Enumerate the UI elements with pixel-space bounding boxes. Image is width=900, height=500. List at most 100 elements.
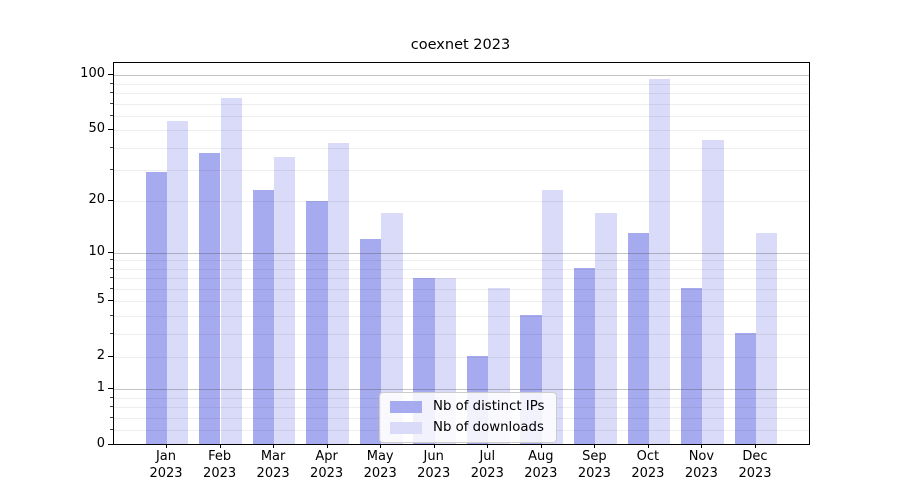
x-tick-label-year: 2023 [738,465,772,481]
plot-area [113,62,810,445]
chart-title: coexnet 2023 [410,37,511,53]
gridline-minor [114,130,809,132]
x-tick-label: Mar 2023 [241,449,305,482]
x-tick-label-year: 2023 [631,465,665,481]
y-minor-tick [110,287,113,289]
x-tick [380,444,382,448]
bar-distinct-ips [681,288,703,444]
x-tick-label-year: 2023 [310,465,344,481]
x-tick-label-year: 2023 [203,465,237,481]
x-tick-label-month: Dec [742,449,768,464]
legend-label-downloads: Nb of downloads [433,420,544,435]
x-tick-label-year: 2023 [363,465,397,481]
x-tick-label: Apr 2023 [295,449,359,482]
x-tick-label-year: 2023 [470,465,504,481]
x-tick-label-month: Nov [688,449,715,464]
bar-downloads [756,233,778,444]
y-minor-tick [110,259,113,261]
x-tick [219,444,221,448]
y-tick [108,251,113,253]
y-tick-label: 2 [96,347,105,363]
x-tick [594,444,596,448]
legend-swatch-distinct-ips [390,400,422,413]
bar-distinct-ips [199,153,221,444]
x-tick-label-year: 2023 [149,465,183,481]
x-tick [701,444,703,448]
y-tick-label: 20 [88,192,105,207]
x-tick [647,444,649,448]
y-minor-tick [110,396,113,398]
x-tick-label-month: Sep [582,449,607,464]
bar-distinct-ips [627,233,649,444]
x-tick [166,444,167,448]
bar-downloads [702,139,724,444]
x-tick-label-month: Aug [528,449,554,464]
legend-label-distinct-ips: Nb of distinct IPs [433,399,545,414]
legend-swatch-downloads [390,421,422,434]
x-tick-label-month: May [366,449,394,464]
x-tick-label-month: Oct [636,449,660,464]
x-tick-label: Jul 2023 [455,449,519,482]
y-minor-tick [110,416,113,418]
x-tick-label-month: Apr [315,449,338,464]
x-tick-label-year: 2023 [684,465,718,481]
bar-downloads [381,212,403,444]
y-tick-label: 100 [80,66,105,82]
x-tick [540,444,542,448]
x-tick-label-month: Jun [423,449,444,464]
y-tick [108,74,113,76]
y-tick-label: 5 [96,292,105,308]
y-minor-tick [110,314,113,316]
x-tick-label-year: 2023 [417,465,451,481]
x-tick-label-year: 2023 [256,465,290,481]
y-tick [108,300,113,302]
y-minor-tick [110,146,113,148]
x-tick [487,444,489,448]
x-tick-label-month: Jul [479,449,496,464]
bar-distinct-ips [252,189,275,444]
x-tick [755,444,756,448]
legend: Nb of distinct IPs Nb of downloads [379,392,558,443]
bar-downloads [648,79,671,444]
x-tick-label: Jan 2023 [134,449,198,482]
x-tick-label: Dec 2023 [723,449,787,482]
bar-downloads [274,157,296,444]
y-minor-tick [110,114,113,116]
x-tick-label-year: 2023 [577,465,611,481]
y-tick-label: 1 [96,380,105,396]
x-tick [273,444,275,448]
bar-distinct-ips [573,268,596,444]
y-minor-tick [110,267,113,269]
x-tick-label-month: Feb [208,449,232,464]
x-tick-label: Nov 2023 [669,449,733,482]
y-minor-tick [110,168,113,170]
gridline-minor [114,103,809,105]
x-tick [326,444,328,448]
y-tick-label: 0 [96,435,105,451]
x-tick-label: Aug 2023 [509,449,573,482]
y-minor-tick [110,82,113,84]
legend-item-downloads: Nb of downloads [390,419,544,436]
x-tick [433,444,435,448]
y-minor-tick [110,405,113,407]
y-tick [108,355,113,357]
x-tick-label: Oct 2023 [616,449,680,482]
x-tick-label-year: 2023 [524,465,558,481]
x-tick-label-month: Mar [260,449,286,464]
bar-downloads [327,143,349,444]
y-minor-tick [110,102,113,104]
y-minor-tick [110,92,113,94]
gridline-minor [114,115,809,117]
x-tick-label: Sep 2023 [562,449,626,482]
y-minor-tick [110,332,113,334]
legend-item-distinct-ips: Nb of distinct IPs [390,398,544,415]
y-tick-label: 10 [88,243,105,259]
bar-distinct-ips [145,172,167,444]
y-tick [108,388,113,390]
y-minor-tick [110,428,113,430]
bar-distinct-ips [359,238,382,444]
x-tick-label: Jun 2023 [402,449,466,482]
y-tick-label: 50 [88,121,105,137]
x-tick-label: Feb 2023 [188,449,252,482]
gridline-major [114,75,809,77]
